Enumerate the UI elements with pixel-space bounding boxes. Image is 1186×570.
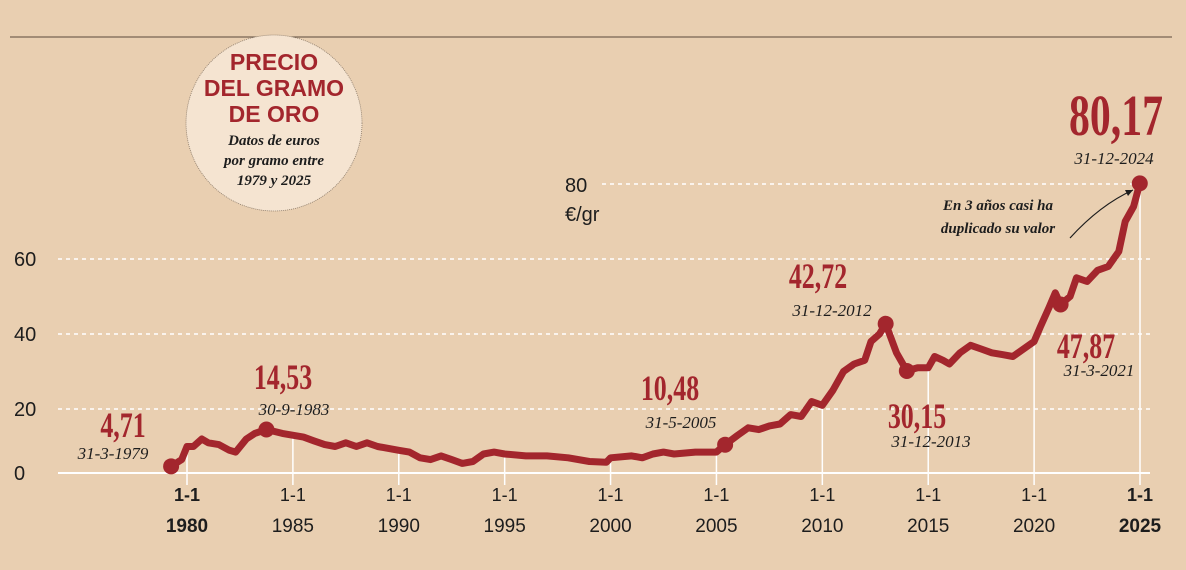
- x-tick-year: 1990: [378, 516, 420, 537]
- unit-label: €/gr: [565, 204, 600, 226]
- x-tick-day: 1-1: [1127, 485, 1153, 505]
- x-tick-day: 1-1: [703, 485, 729, 505]
- x-tick-day: 1-1: [598, 485, 624, 505]
- highlight-value: 4,71: [100, 405, 145, 445]
- x-tick-day: 1-1: [492, 485, 518, 505]
- x-tick-year: 2010: [801, 516, 843, 537]
- highlight-dot: [1131, 175, 1148, 192]
- y-tick-label: 20: [14, 399, 36, 421]
- x-tick-day: 1-1: [915, 485, 941, 505]
- highlight-dot: [258, 421, 275, 438]
- x-tick-year: 2005: [695, 516, 737, 537]
- x-tick-day: 1-1: [386, 485, 412, 505]
- x-tick-day: 1-1: [280, 485, 306, 505]
- y-tick-label: 40: [14, 324, 36, 346]
- title-badge: PRECIO DEL GRAMO DE ORO Datos de euros p…: [185, 34, 363, 212]
- arrow-head-icon: [1125, 190, 1133, 196]
- highlight-dot: [877, 315, 894, 332]
- x-tick-year: 2015: [907, 516, 949, 537]
- title-circle: [185, 34, 363, 212]
- x-tick-year: 2020: [1013, 516, 1055, 537]
- x-tick-year: 2025: [1119, 516, 1162, 537]
- title-line-1: PRECIO: [230, 49, 318, 75]
- highlight-date: 31-5-2005: [645, 413, 717, 432]
- title-line-3: DE ORO: [229, 101, 320, 127]
- highlight-value: 47,87: [1057, 326, 1115, 366]
- highlight-value: 42,72: [789, 256, 847, 296]
- y-tick-label: 60: [14, 249, 36, 271]
- x-tick-year: 1995: [484, 516, 526, 537]
- y-tick-label: 0: [14, 463, 25, 485]
- x-tick-year: 1980: [166, 516, 208, 537]
- gridlines: [58, 183, 1150, 474]
- subtitle-line-3: 1979 y 2025: [237, 173, 312, 189]
- highlight-date: 31-12-2024: [1073, 149, 1154, 168]
- highlight-dot: [898, 362, 915, 379]
- x-tick-day: 1-1: [809, 485, 835, 505]
- annotation-line-1: En 3 años casi ha: [942, 198, 1054, 214]
- annotation: En 3 años casi ha duplicado su valor: [941, 189, 1134, 239]
- highlight-value: 80,17: [1069, 83, 1163, 147]
- annotation-line-2: duplicado su valor: [941, 221, 1055, 237]
- highlight-dot: [1052, 296, 1069, 313]
- x-tick-day: 1-1: [1021, 485, 1047, 505]
- subtitle-line-2: por gramo entre: [222, 153, 324, 169]
- highlight-dot: [163, 458, 180, 475]
- title-line-2: DEL GRAMO: [204, 75, 344, 101]
- highlight-date: 31-12-2013: [890, 432, 970, 451]
- highlight-dots: [163, 175, 1148, 475]
- unit-value: 80: [565, 175, 587, 197]
- highlight-value: 10,48: [641, 368, 699, 408]
- highlight-date: 31-12-2012: [791, 301, 872, 320]
- highlight-date: 30-9-1983: [258, 400, 330, 419]
- highlight-date: 31-3-1979: [77, 444, 149, 463]
- highlight-date: 31-3-2021: [1063, 361, 1135, 380]
- y-axis: 0 20 40 60: [14, 249, 36, 485]
- x-tick-day: 1-1: [174, 485, 200, 505]
- x-tick-year: 1985: [272, 516, 314, 537]
- highlight-value: 30,15: [888, 396, 946, 436]
- subtitle-line-1: Datos de euros: [227, 133, 320, 149]
- x-tick-year: 2000: [589, 516, 631, 537]
- highlight-value: 14,53: [254, 357, 312, 397]
- highlight-dot: [717, 436, 734, 453]
- x-axis: 1-1 1980 1-1 1985 1-1 1990 1-1 1995 1-1 2000 1-1 20…: [166, 183, 1162, 537]
